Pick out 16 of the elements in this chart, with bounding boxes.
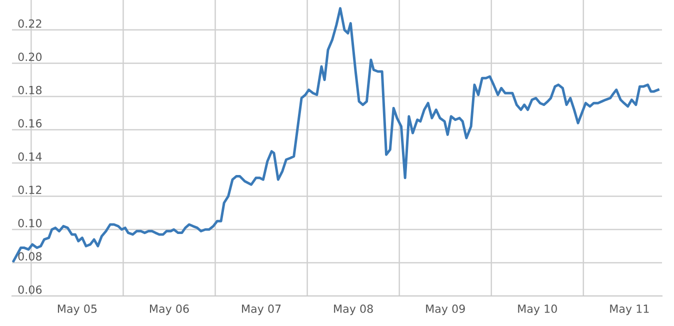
y-tick-label: 0.22	[18, 19, 42, 28]
y-tick-label: 0.06	[18, 285, 42, 294]
y-tick-label: 0.18	[18, 86, 42, 94]
x-tick-label: May 08	[334, 304, 373, 316]
y-tick-label: 0.20	[18, 52, 42, 62]
y-tick-label: 0.08	[18, 252, 42, 261]
y-tick-label: 0.16	[18, 119, 42, 128]
x-tick-label: May 09	[426, 304, 465, 316]
x-tick-label: May 10	[518, 304, 557, 316]
x-tick-label: May 07	[242, 304, 281, 316]
x-tick-label: May 11	[610, 304, 649, 316]
x-tick-label: May 05	[58, 304, 97, 316]
x-tick-label: May 06	[150, 304, 189, 316]
y-tick-label: 0.14	[18, 152, 42, 161]
y-tick-label: 0.10	[18, 218, 42, 228]
y-tick-label: 0.12	[18, 186, 42, 194]
